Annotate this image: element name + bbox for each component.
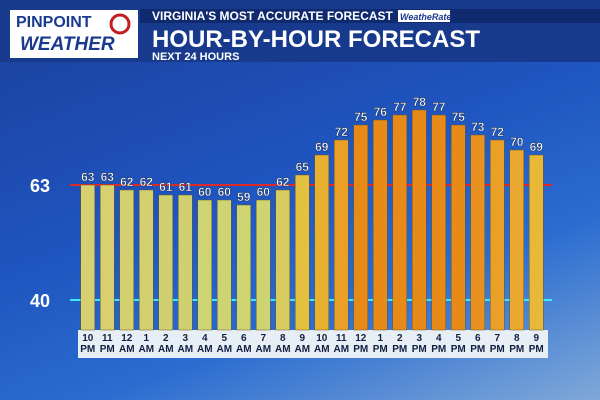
value-label: 62 [140,175,154,189]
value-label: 77 [393,100,407,114]
bar [490,139,505,331]
bar [509,149,524,331]
bar [412,109,427,331]
bar [236,204,251,331]
x-tick-label: 3 PM [411,333,427,355]
bar [353,124,368,331]
bar [139,189,154,331]
value-label: 70 [510,135,524,149]
logo-icon [109,13,131,35]
bar [158,194,173,331]
value-label: 76 [374,105,388,119]
value-label: 75 [452,110,466,124]
x-tick-label: 8 AM [274,333,291,355]
x-tick-label: 10 PM [80,333,96,355]
x-tick-label: 11 PM [99,333,115,355]
value-label: 61 [179,180,193,194]
x-tick-label: 2 PM [392,333,408,355]
value-label: 73 [471,120,485,134]
x-tick-label: 7 AM [255,333,272,355]
bar [334,139,349,331]
value-label: 62 [276,175,290,189]
badge: WeatheRate [400,12,451,22]
value-label: 60 [218,185,232,199]
x-tick-label: 6 PM [470,333,486,355]
bar [119,189,134,331]
value-label: 59 [237,190,251,204]
x-tick-label: 6 AM [235,333,252,355]
reference-label: 40 [30,291,50,311]
bar [80,184,95,331]
value-label: 72 [335,125,349,139]
bar [100,184,115,331]
bar [295,174,310,331]
value-label: 65 [296,160,310,174]
value-label: 72 [491,125,505,139]
logo-top: PINPOINT [16,14,92,31]
logo-bottom: WEATHER [20,34,115,55]
tagline: VIRGINIA'S MOST ACCURATE FORECAST [152,9,394,23]
bar [314,154,329,331]
x-tick-label: 3 AM [177,333,194,355]
chart-subtitle: NEXT 24 HOURS [152,51,239,63]
tagline-band [140,9,600,23]
value-label: 75 [354,110,368,124]
x-tick-label: 5 PM [450,333,466,355]
x-tick-label: 7 PM [489,333,505,355]
x-tick-label: 2 AM [157,333,174,355]
bar [451,124,466,331]
value-label: 69 [315,140,329,154]
x-label-strip [78,330,548,358]
x-tick-label: 8 PM [509,333,525,355]
x-tick-label: 4 AM [196,333,213,355]
x-tick-label: 10 AM [313,333,330,355]
bar [256,199,271,331]
x-tick-label: 11 AM [333,333,350,355]
value-label: 69 [530,140,544,154]
x-tick-label: 9 AM [294,333,311,355]
x-tick-label: 1 AM [138,333,155,355]
x-tick-label: 9 PM [528,333,544,355]
x-tick-label: 12 AM [118,333,135,355]
x-tick-label: 4 PM [431,333,447,355]
x-tick-label: 5 AM [216,333,233,355]
bar [529,154,544,331]
logo-box [10,10,138,58]
bar [470,134,485,331]
bar [178,194,193,331]
badge-box [398,10,450,22]
x-tick-label: 12 PM [353,333,369,355]
bar [197,199,212,331]
bar [373,119,388,331]
bar [275,189,290,331]
value-label: 77 [432,100,446,114]
value-label: 62 [120,175,134,189]
value-label: 63 [81,170,95,184]
value-label: 60 [257,185,271,199]
value-label: 60 [198,185,212,199]
bar [392,114,407,331]
bar [217,199,232,331]
value-label: 63 [101,170,115,184]
value-label: 78 [413,95,427,109]
chart-title: HOUR-BY-HOUR FORECAST [152,26,480,53]
x-tick-label: 1 PM [372,333,388,355]
value-label: 61 [159,180,173,194]
bar [431,114,446,331]
reference-label: 63 [30,176,50,196]
